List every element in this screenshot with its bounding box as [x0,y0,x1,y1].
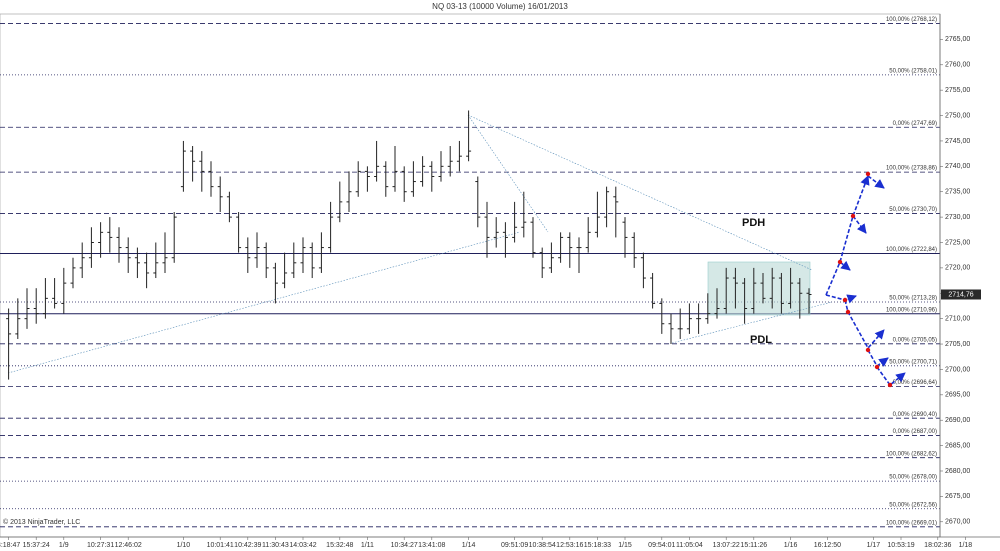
point [865,347,871,353]
y-tick-label: 2745,00 [945,138,970,145]
annotation: PDL [750,334,772,346]
y-tick-label: 2710,00 [945,316,970,323]
range-box [707,261,811,316]
axes: 2670,00 2675,00 2680,00 2685,00 2690,00 2695,… [0,14,1000,549]
level-label: 50,00% (2672,56) [889,502,937,508]
point [850,213,856,219]
x-tick-label: 1/15 [618,542,632,549]
levels: 100,00% (2768,12) 50,00% (2758,01) 0,00% (… [0,17,940,528]
y-tick-label: 2735,00 [945,189,970,196]
y-tick-label: 2700,00 [945,366,970,373]
y-tick-label: 2760,00 [945,62,970,69]
y-tick-label: 2670,00 [945,519,970,526]
x-tick-label: 1/11 [361,542,374,549]
x-tick-label: 10:38:54 [529,542,556,549]
x-tick-label: 1/17 [867,542,881,549]
y-tick-label: 2705,00 [945,341,970,348]
annotation: PDH [742,217,765,229]
x-tick-label: 12:53:16 [556,542,583,549]
y-tick-label: 2675,00 [945,493,970,500]
point [865,171,871,177]
x-tick-label: 16:12:50 [814,542,841,549]
x-tick-label: 10:34:27 [391,542,418,549]
y-tick-label: 2755,00 [945,87,970,94]
x-tick-label: 3:18:47 [0,542,20,549]
y-tick-label: 2690,00 [945,417,970,424]
x-tick-label: 1/9 [59,542,69,549]
x-tick-label: 15:11:26 [740,542,767,549]
last-price-label: 2714,76 [948,291,973,298]
y-tick-label: 2725,00 [945,239,970,246]
x-tick-label: 11:05:04 [676,542,703,549]
x-tick-label: 1/14 [462,542,476,549]
scenario-points [837,171,893,388]
level-label: 50,00% (2700,71) [889,359,937,365]
point [842,297,848,303]
x-tick-label: 10:42:39 [234,542,261,549]
arrow [852,215,867,234]
y-tick-label: 2695,00 [945,392,970,399]
trend-line [671,301,833,344]
point [837,259,843,265]
level-label: 0,00% (2705,05) [893,337,937,343]
x-tick-label: 13:07:22 [713,542,740,549]
arrow [825,175,870,296]
level-label: 100,00% (2738,86) [886,166,937,172]
level-label: 50,00% (2758,01) [889,68,937,74]
level-label: 100,00% (2710,96) [886,307,937,313]
x-tick-label: 15:32:48 [326,542,353,549]
point [845,309,851,315]
drawings [7,114,833,374]
x-tick-label: 09:51:09 [501,542,528,549]
x-tick-label: 11:30:43 [262,542,289,549]
level-label: 50,00% (2713,28) [889,296,937,302]
x-tick-label: 10:27:31 [87,542,114,549]
arrow [844,299,885,350]
level-label: 50,00% (2678,00) [889,475,937,481]
y-tick-label: 2680,00 [945,468,970,475]
level-label: 100,00% (2682,62) [886,451,937,457]
x-tick-label: 10:01:41 [207,542,234,549]
level-label: 100,00% (2768,12) [886,17,937,23]
arrow [876,366,906,387]
level-label: 0,00% (2747,69) [893,121,937,127]
x-tick-label: 18:02:36 [924,542,951,549]
point [874,364,880,370]
level-label: 50,00% (2730,70) [889,207,937,213]
x-tick-label: 12:46:02 [115,542,142,549]
point [887,382,893,388]
x-tick-label: 14:03:42 [289,542,316,549]
y-tick-label: 2750,00 [945,112,970,119]
level-label: 100,00% (2669,01) [886,520,937,526]
level-label: 0,00% (2690,40) [893,412,937,418]
x-tick-label: 10:53:19 [887,542,914,549]
chart-title: NQ 03-13 (10000 Volume) 16/01/2013 [432,2,568,11]
x-tick-label: 15:18:33 [584,542,611,549]
y-tick-label: 2685,00 [945,442,970,449]
x-tick-label: 13:41:08 [418,542,445,549]
x-tick-label: 1/18 [959,542,973,549]
bars [6,110,812,380]
level-label: 0,00% (2696,64) [893,380,937,386]
y-tick-label: 2740,00 [945,163,970,170]
arrow [867,175,885,189]
level-label: 100,00% (2722,84) [886,247,937,253]
copyright: © 2013 NinjaTrader, LLC [3,518,80,526]
x-tick-label: 1/10 [177,542,191,549]
y-tick-label: 2720,00 [945,265,970,272]
x-tick-label: 09:54:01 [648,542,675,549]
trend-line [467,114,549,233]
x-tick-label: 15:37:24 [23,542,50,549]
x-tick-label: 1/16 [784,542,798,549]
y-tick-label: 2730,00 [945,214,970,221]
y-tick-label: 2765,00 [945,36,970,43]
level-label: 0,00% (2687,00) [893,429,937,435]
last-price-box [941,289,981,300]
